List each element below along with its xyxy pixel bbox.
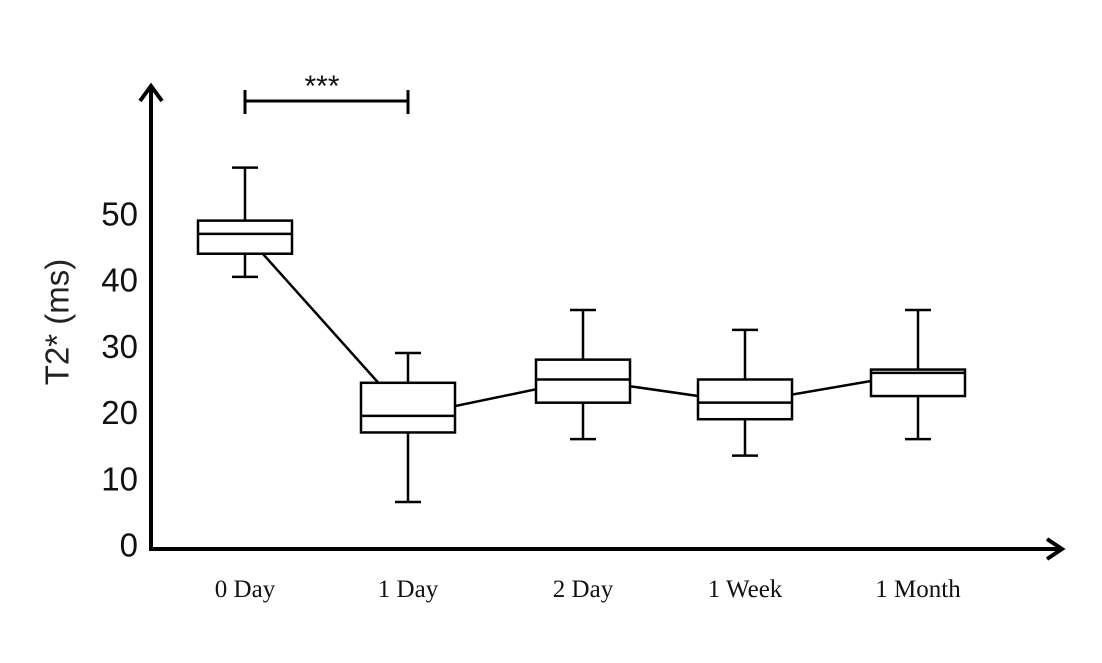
y-tick-label: 10: [101, 460, 138, 497]
significance-label: ***: [304, 70, 339, 103]
y-tick-label: 20: [101, 394, 138, 431]
x-tick-label: 1 Week: [708, 576, 783, 603]
box-2-day: [534, 308, 632, 441]
significance-bracket-group: ***: [243, 70, 410, 114]
y-tick-labels: 0 10 20 30 40 50: [101, 196, 138, 564]
y-tick-label: 30: [101, 328, 138, 365]
axes: [138, 82, 1066, 561]
y-axis-arrow: [138, 82, 164, 103]
y-axis-label: T2* (ms): [39, 259, 76, 386]
x-tick-labels: 0 Day 1 Day 2 Day 1 Week 1 Month: [215, 576, 961, 603]
x-tick-label: 1 Month: [875, 576, 961, 603]
box-iqr: [534, 358, 632, 404]
boxes: [196, 166, 967, 504]
x-tick-label: 2 Day: [553, 576, 614, 603]
box-1-month: [869, 308, 967, 441]
box-0-day: [196, 166, 294, 279]
box-iqr: [359, 381, 457, 434]
y-tick-label: 0: [120, 527, 138, 564]
box-1-day: [359, 351, 457, 504]
box-iqr: [696, 378, 794, 421]
box-iqr: [196, 219, 294, 255]
x-tick-label: 0 Day: [215, 576, 276, 603]
x-axis-arrow: [1045, 537, 1066, 561]
box-1-week: [696, 328, 794, 457]
y-tick-label: 40: [101, 262, 138, 299]
y-tick-label: 50: [101, 196, 138, 233]
x-tick-label: 1 Day: [378, 576, 439, 603]
